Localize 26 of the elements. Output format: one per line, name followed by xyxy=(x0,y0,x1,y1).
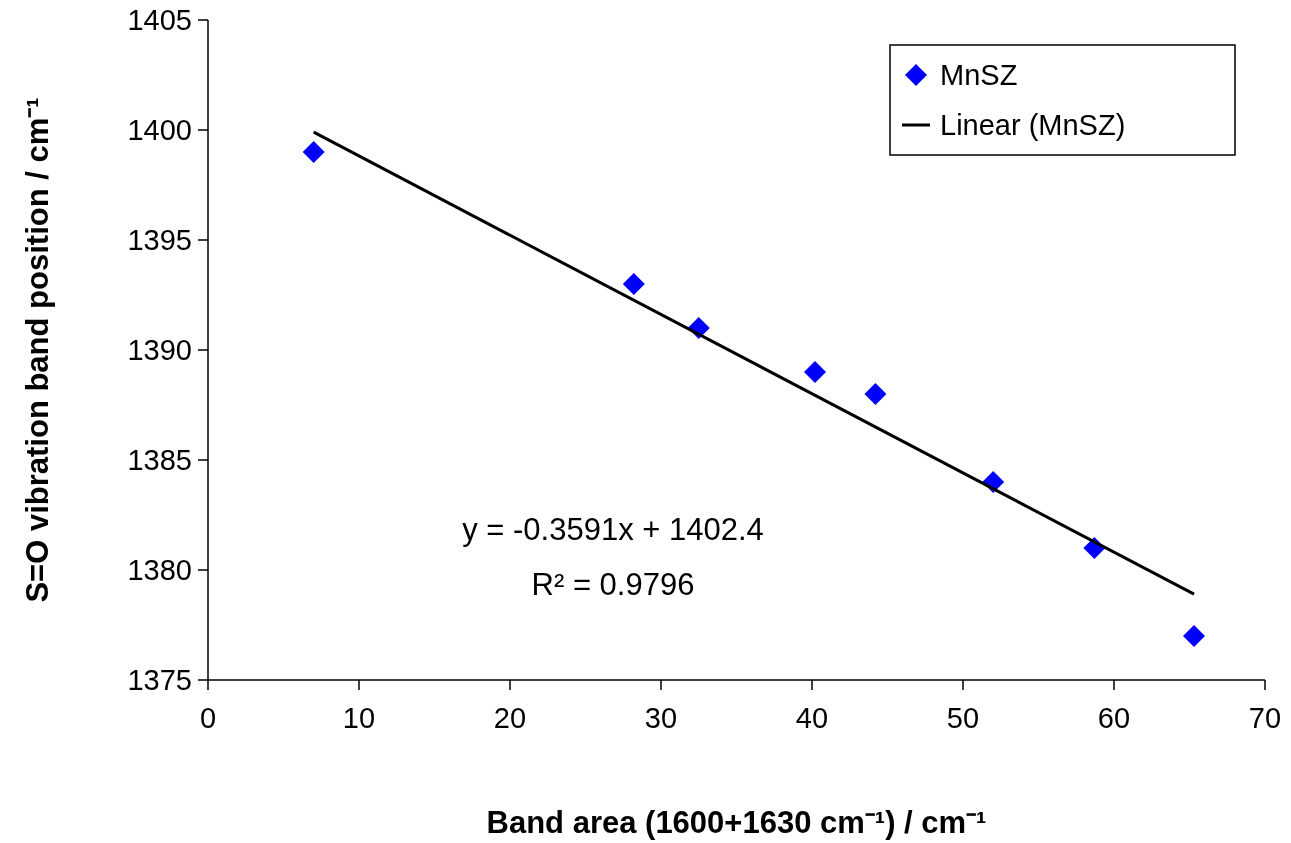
y-tick-label: 1405 xyxy=(127,4,192,37)
legend-label: Linear (MnSZ) xyxy=(940,109,1126,142)
y-tick-label: 1395 xyxy=(127,224,192,257)
y-axis-title: S=O vibration band position / cm⁻¹ xyxy=(20,97,55,603)
x-tick-label: 10 xyxy=(342,702,376,734)
point xyxy=(864,383,887,405)
y-tick-label: 1380 xyxy=(127,554,192,587)
annotation: y = -0.3591x + 1402.4 xyxy=(462,512,764,547)
x-tick-label: 20 xyxy=(493,702,527,734)
x-tick-label: 60 xyxy=(1097,702,1131,734)
legend-label: MnSZ xyxy=(940,59,1018,92)
point xyxy=(622,273,645,295)
annotation: R² = 0.9796 xyxy=(531,567,695,602)
point xyxy=(1183,625,1206,647)
y-tick-label: 1390 xyxy=(127,334,192,367)
y-tick-label: 1400 xyxy=(127,114,192,147)
x-tick-label: 50 xyxy=(946,702,980,734)
y-tick-label: 1375 xyxy=(127,664,192,697)
x-tick-label: 40 xyxy=(795,702,829,734)
y-tick-label: 1385 xyxy=(127,444,192,477)
x-tick-label: 70 xyxy=(1248,702,1282,734)
point xyxy=(302,141,325,163)
x-axis-title: Band area (1600+1630 cm⁻¹) / cm⁻¹ xyxy=(486,805,987,840)
point xyxy=(804,361,827,383)
x-tick-label: 30 xyxy=(644,702,678,734)
x-tick-label: 0 xyxy=(199,702,217,734)
